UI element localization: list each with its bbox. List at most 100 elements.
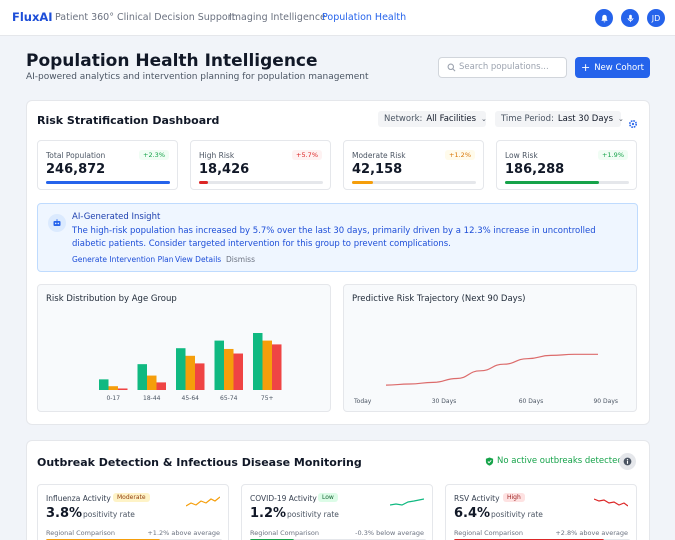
- bar-45-64-series-2: [185, 355, 195, 390]
- risk-dashboard-title: Risk Stratification Dashboard: [37, 114, 220, 127]
- x-tick-label: 90 Days: [593, 398, 618, 405]
- outbreak-card-rsv: RSV Activity High 6.4% positivity rate R…: [445, 484, 637, 540]
- bar-0-17-series-3: [118, 388, 128, 390]
- stat-value: 18,426: [199, 162, 250, 177]
- regional-comparison-label: Regional Comparison: [46, 529, 116, 537]
- network-select[interactable]: Network: All Facilities ⌄: [378, 111, 487, 127]
- outbreak-name: COVID-19 Activity: [250, 494, 317, 503]
- gear-icon: [628, 119, 638, 129]
- notifications-button[interactable]: [595, 9, 613, 27]
- time-period-label: Time Period:: [501, 114, 554, 124]
- regional-comparison-label: Regional Comparison: [250, 529, 320, 537]
- stat-label: Low Risk: [505, 151, 538, 160]
- user-avatar[interactable]: JD: [647, 9, 665, 27]
- stat-progress-track: [199, 181, 323, 184]
- bar-0-17-series-1: [99, 379, 109, 390]
- insight-title: AI-Generated Insight: [72, 212, 161, 222]
- generate-intervention-plan-link[interactable]: Generate Intervention Plan: [72, 255, 174, 264]
- outbreak-status-text: No active outbreaks detected: [497, 456, 623, 466]
- outbreak-level-badge: Low: [318, 493, 338, 502]
- stat-progress-fill: [352, 181, 374, 184]
- nav-link-population-health[interactable]: Population Health: [322, 12, 407, 23]
- outbreak-rate: 1.2%: [250, 506, 287, 521]
- outbreak-info-button[interactable]: [619, 453, 636, 470]
- x-tick-label: 45-64: [182, 395, 200, 402]
- microphone-icon: [627, 14, 633, 22]
- outbreak-rate-label: positivity rate: [491, 510, 543, 519]
- bar-45-64-series-3: [195, 363, 205, 390]
- time-period-value: Last 30 Days: [557, 114, 614, 124]
- insight-body: The high-risk population has increased b…: [72, 226, 596, 249]
- x-tick-label: 60 Days: [519, 398, 544, 405]
- bar-45-64-series-1: [176, 348, 186, 390]
- regional-comparison-value: +2.8% above average: [555, 529, 628, 537]
- bar-18-44-series-1: [137, 364, 147, 390]
- outbreak-status: No active outbreaks detected: [485, 456, 623, 466]
- nav-link-patient-360[interactable]: Patient 360°: [55, 12, 114, 23]
- plus-icon: +: [580, 60, 591, 74]
- chevron-down-icon: ⌄: [481, 115, 487, 123]
- bar-65-74-series-2: [224, 348, 234, 390]
- stat-progress-fill: [505, 181, 600, 184]
- page-subtitle: AI-powered analytics and intervention pl…: [26, 72, 369, 82]
- view-details-link[interactable]: View Details: [175, 255, 222, 264]
- stat-progress-fill: [199, 181, 208, 184]
- robot-icon: [48, 214, 66, 232]
- age-risk-chart-panel: Risk Distribution by Age Group 0-17 18-44…: [37, 284, 331, 412]
- outbreak-rate-label: positivity rate: [83, 510, 135, 519]
- settings-button[interactable]: [628, 114, 638, 133]
- outbreak-level-badge: High: [503, 493, 525, 502]
- shield-check-icon: [485, 457, 494, 466]
- stat-value: 246,872: [46, 162, 106, 177]
- time-period-select[interactable]: Time Period: Last 30 Days ⌄: [495, 111, 624, 127]
- x-tick-label: 75+: [261, 395, 274, 402]
- network-label: Network:: [384, 114, 423, 124]
- search-input[interactable]: Search populations...: [438, 57, 567, 78]
- nav-link-imaging-intelligence[interactable]: Imaging Intelligence: [229, 12, 326, 23]
- regional-comparison-label: Regional Comparison: [454, 529, 524, 537]
- dismiss-link[interactable]: Dismiss: [226, 255, 255, 264]
- trajectory-chart-title: Predictive Risk Trajectory (Next 90 Days…: [352, 294, 526, 304]
- x-tick-label: 65-74: [220, 395, 238, 402]
- outbreak-title: Outbreak Detection & Infectious Disease …: [37, 456, 362, 469]
- stat-label: High Risk: [199, 151, 235, 160]
- new-cohort-button[interactable]: + New Cohort: [575, 57, 650, 78]
- bar-75+-series-2: [262, 340, 272, 390]
- stat-value: 186,288: [505, 162, 565, 177]
- stat-card-low-risk: Low Risk 186,288 +1.9%: [496, 140, 637, 190]
- risk-trajectory-line: [385, 353, 598, 386]
- regional-comparison-value: +1.2% above average: [147, 529, 220, 537]
- regional-comparison-value: -0.3% below average: [355, 529, 424, 537]
- bar-0-17-series-2: [108, 386, 118, 390]
- stat-value: 42,158: [352, 162, 403, 177]
- stat-progress-track: [46, 181, 170, 184]
- voice-input-button[interactable]: [621, 9, 639, 27]
- outbreak-rate: 6.4%: [454, 506, 491, 521]
- search-placeholder: Search populations...: [459, 62, 549, 72]
- x-tick-label: 0-17: [106, 395, 120, 402]
- nav-link-clinical-decision-support[interactable]: Clinical Decision Support: [117, 12, 236, 23]
- network-value: All Facilities: [426, 114, 477, 124]
- stat-progress-fill: [46, 181, 170, 184]
- outbreak-level-badge: Moderate: [113, 493, 150, 502]
- stat-change-badge: +1.2%: [445, 150, 475, 160]
- outbreak-card-covid-19: COVID-19 Activity Low 1.2% positivity ra…: [241, 484, 433, 540]
- stat-change-badge: +5.7%: [292, 150, 322, 160]
- bar-65-74-series-3: [233, 353, 243, 390]
- stat-card-moderate-risk: Moderate Risk 42,158 +1.2%: [343, 140, 484, 190]
- covid-sparkline: [390, 498, 424, 506]
- bell-icon: [600, 14, 608, 22]
- app-logo[interactable]: FluxAI: [12, 10, 53, 24]
- new-cohort-label: New Cohort: [594, 62, 644, 73]
- stat-label: Moderate Risk: [352, 151, 406, 160]
- outbreak-name: RSV Activity: [454, 494, 500, 503]
- risk-trajectory-chart-panel: Predictive Risk Trajectory (Next 90 Days…: [343, 284, 637, 412]
- bar-75+-series-1: [253, 333, 263, 390]
- outbreak-rate-label: positivity rate: [287, 510, 339, 519]
- x-tick-label: 18-44: [143, 395, 161, 402]
- outbreak-name: Influenza Activity: [46, 494, 111, 503]
- bar-18-44-series-3: [156, 382, 166, 390]
- chevron-down-icon: ⌄: [618, 115, 624, 123]
- age-chart-title: Risk Distribution by Age Group: [46, 294, 177, 304]
- stat-change-badge: +1.9%: [598, 150, 628, 160]
